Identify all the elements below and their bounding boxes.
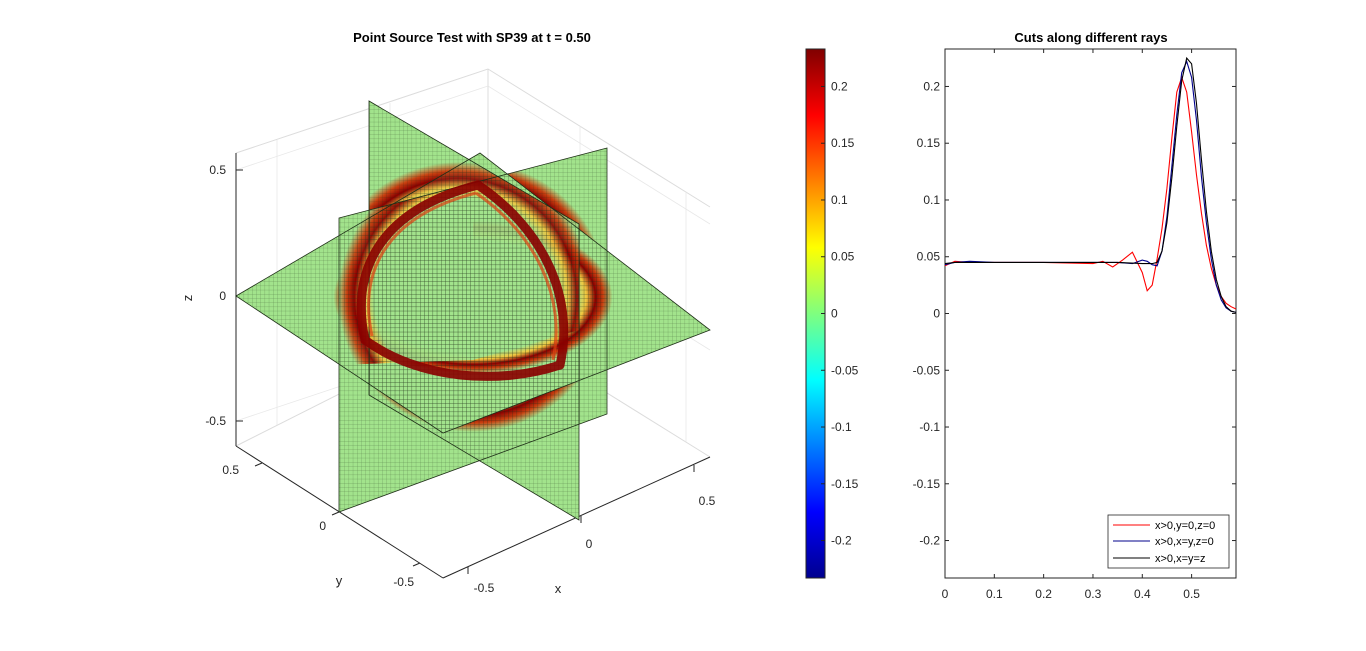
y-tick-label: 0 [319, 519, 326, 533]
y-tick-label: 0.5 [222, 463, 239, 477]
colorbar: 0.2 0.15 0.1 0.05 0 -0.05 -0.1 -0.15 -0.2 [805, 48, 859, 579]
y-tick-label: -0.2 [919, 534, 940, 548]
x-tick-label: 0.3 [1085, 587, 1102, 601]
legend: x>0,y=0,z=0 x>0,x=y,z=0 x>0,x=y=z [1107, 514, 1230, 569]
line-plot-ticks: 0.2 0.15 0.1 0.05 0 -0.05 -0.1 -0.15 -0.2 0 0.1 0.2… [913, 49, 1236, 601]
legend-entry: x>0,x=y,z=0 [1155, 536, 1214, 548]
y-tick-label: 0 [933, 307, 940, 321]
legend-entry: x>0,y=0,z=0 [1155, 520, 1215, 532]
z-tick-label: 0.5 [209, 163, 226, 177]
line-plot-series [944, 56, 1237, 313]
y-tick-label: -0.5 [393, 575, 414, 589]
y-tick-label: -0.1 [919, 420, 940, 434]
colorbar-tick-label: -0.2 [831, 534, 852, 548]
line-plot: Cuts along different rays 0.2 0.15 0.1 0.05… [913, 30, 1237, 601]
x-axis-label: x [555, 581, 562, 596]
z-tick-label: -0.5 [205, 414, 226, 428]
colorbar-tick-label: -0.1 [831, 420, 852, 434]
x-tick-label: 0.5 [1183, 587, 1200, 601]
y-tick-label: -0.05 [913, 363, 941, 377]
colorbar-tick-label: 0.1 [831, 193, 848, 207]
colorbar-tick-label: 0 [831, 307, 838, 321]
y-tick-label: 0.2 [923, 79, 940, 93]
x-tick-label: 0.4 [1134, 587, 1151, 601]
surface-plot-title: Point Source Test with SP39 at t = 0.50 [353, 30, 591, 45]
z-tick-label: 0 [219, 289, 226, 303]
surface-plot: Point Source Test with SP39 at t = 0.50 … [180, 30, 716, 596]
x-tick-label: 0.1 [986, 587, 1003, 601]
y-axis-label: y [336, 573, 343, 588]
series-line [944, 56, 1237, 313]
colorbar-tick-label: 0.2 [831, 79, 848, 93]
z-axis: 0.5 0 -0.5 z [180, 153, 243, 446]
x-tick-label: 0 [586, 537, 593, 551]
line-plot-axes [944, 48, 1237, 579]
legend-entry: x>0,x=y=z [1155, 553, 1205, 565]
z-axis-label: z [180, 295, 195, 302]
y-tick-label: 0.15 [917, 136, 941, 150]
y-tick-label: 0.05 [917, 250, 941, 264]
colorbar-tick-label: 0.05 [831, 250, 855, 264]
line-plot-title: Cuts along different rays [1014, 30, 1167, 45]
colorbar-ticks: 0.2 0.15 0.1 0.05 0 -0.05 -0.1 -0.15 -0.2 [821, 79, 859, 548]
x-tick-label: 0.2 [1035, 587, 1052, 601]
colorbar-tick-label: -0.05 [831, 363, 859, 377]
colorbar-tick-label: 0.15 [831, 136, 855, 150]
x-tick-label: 0 [942, 587, 949, 601]
slice-planes [235, 100, 711, 521]
x-tick-label: 0.5 [699, 494, 716, 508]
x-tick-label: -0.5 [474, 581, 495, 595]
colorbar-tick-label: -0.15 [831, 477, 859, 491]
series-line [944, 75, 1237, 310]
y-tick-label: 0.1 [923, 193, 940, 207]
y-tick-label: -0.15 [913, 477, 941, 491]
